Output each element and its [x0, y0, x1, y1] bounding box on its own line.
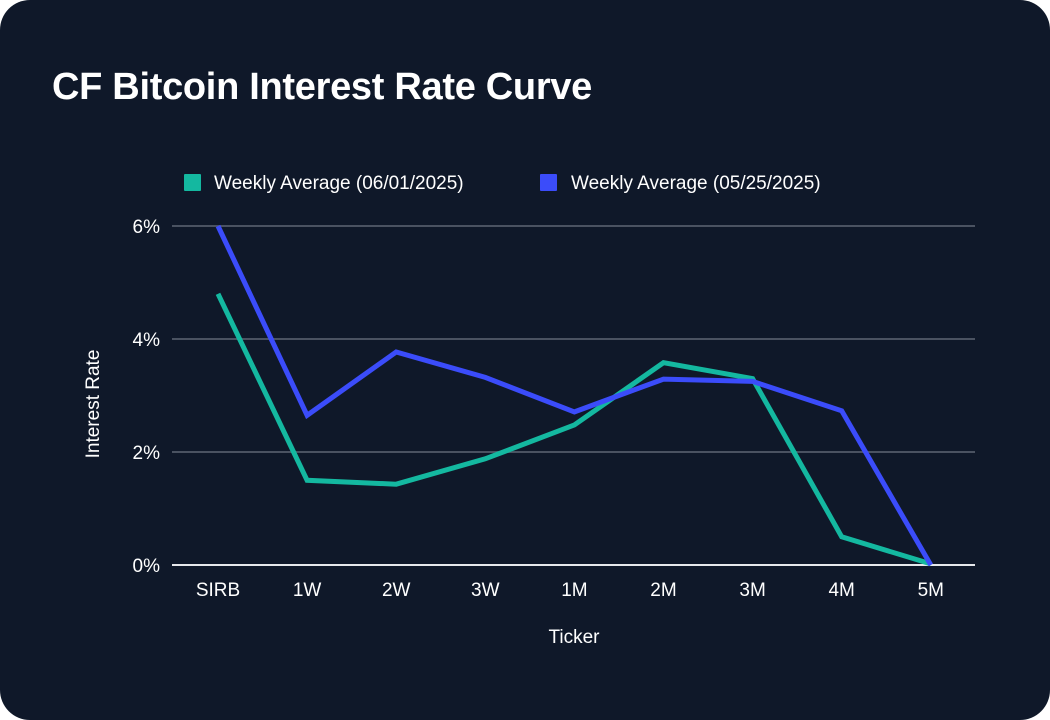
legend-item-series-1[interactable]: Weekly Average (06/01/2025)	[184, 173, 464, 194]
x-tick-label: 2W	[382, 580, 411, 601]
y-axis-label: Interest Rate	[83, 350, 104, 459]
gridlines	[172, 225, 975, 566]
series-line-1	[215, 292, 932, 567]
x-axis-label: Ticker	[548, 627, 600, 648]
x-axis-ticks: SIRB 1W 2W 3W 1M 2M 3M 4M 5M	[196, 580, 944, 601]
y-tick-label: 6%	[133, 217, 161, 238]
chart-title: CF Bitcoin Interest Rate Curve	[52, 66, 592, 108]
x-tick-label: 3M	[739, 580, 765, 601]
legend: Weekly Average (06/01/2025) Weekly Avera…	[184, 173, 821, 194]
legend-label-series-1: Weekly Average (06/01/2025)	[214, 173, 464, 194]
x-tick-label: 3W	[471, 580, 500, 601]
legend-item-series-2[interactable]: Weekly Average (05/25/2025)	[540, 173, 821, 194]
legend-swatch-series-2	[540, 174, 557, 191]
x-tick-label: 5M	[918, 580, 944, 601]
y-tick-label: 2%	[133, 443, 161, 464]
y-tick-label: 4%	[133, 330, 161, 351]
x-tick-label: SIRB	[196, 580, 240, 601]
series-lines	[215, 224, 933, 567]
x-tick-label: 1M	[561, 580, 587, 601]
y-axis-ticks: 0% 2% 4% 6%	[133, 217, 161, 577]
series-line-2	[215, 224, 933, 567]
x-tick-label: 2M	[650, 580, 676, 601]
legend-swatch-series-1	[184, 174, 201, 191]
y-tick-label: 0%	[133, 556, 161, 577]
x-tick-label: 4M	[828, 580, 854, 601]
legend-label-series-2: Weekly Average (05/25/2025)	[571, 173, 821, 194]
x-tick-label: 1W	[293, 580, 322, 601]
